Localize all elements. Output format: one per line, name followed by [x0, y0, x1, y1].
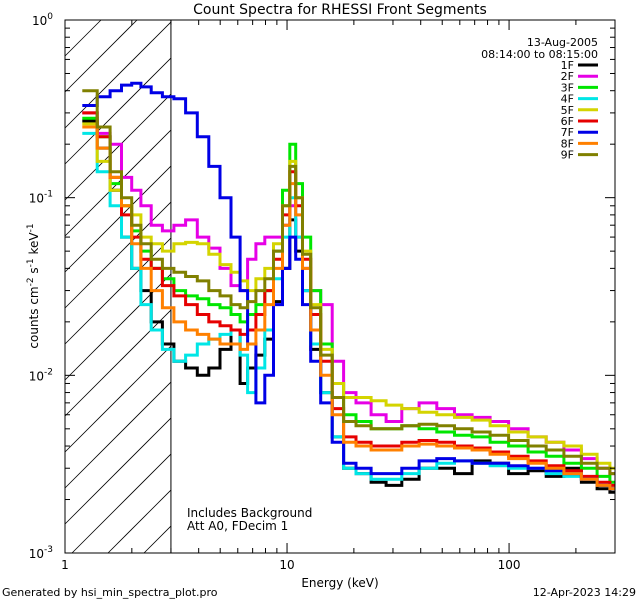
background-hatch-region	[64, 19, 172, 554]
y-tick-label--1: 10-1	[29, 190, 53, 206]
chart-title: Count Spectra for RHESSI Front Segments	[193, 2, 487, 18]
hatch-line-2	[64, 19, 138, 93]
hatch-line-13	[64, 381, 172, 489]
legend-label-6F: 6F	[561, 115, 574, 128]
hatch-line-11	[64, 309, 172, 417]
y-tick-label--2: 10-2	[29, 367, 53, 383]
footer-generated-by: Generated by hsi_min_spectra_plot.pro	[2, 586, 218, 599]
hatch-line-7	[64, 165, 172, 273]
x-tick-label-100: 100	[498, 558, 521, 572]
series-9F-line	[82, 89, 615, 476]
series-4F-line	[82, 131, 615, 491]
x-tick-label-1: 1	[61, 558, 69, 572]
legend-label-7F: 7F	[561, 126, 574, 139]
hatch-line-17	[143, 525, 172, 554]
plot-frame	[64, 19, 616, 554]
hatch-line-1	[64, 19, 102, 57]
hatch-line-15	[71, 453, 172, 554]
hatch-line-5	[64, 93, 172, 201]
legend-label-5F: 5F	[561, 104, 574, 117]
hatch-line-4	[64, 57, 172, 165]
legend-label-2F: 2F	[561, 70, 574, 83]
hatch-line-16	[107, 489, 172, 554]
legend-label-8F: 8F	[561, 137, 574, 150]
series-7F-line	[82, 81, 615, 491]
legend-label-9F: 9F	[561, 149, 574, 162]
hatch-line-14	[64, 417, 172, 525]
legend-label-1F: 1F	[561, 59, 574, 72]
y-axis-label: counts cm-2 s-1 keV-1	[26, 223, 41, 348]
hatch-line-3	[64, 21, 172, 129]
annotation-background: Includes Background	[187, 506, 312, 520]
footer-timestamp: 12-Apr-2023 14:29	[533, 586, 636, 599]
y-tick-label--3: 10-3	[29, 545, 53, 561]
hatch-line-12	[64, 345, 172, 453]
y-tick-label-0: 100	[32, 12, 53, 28]
hatch-line-9	[64, 237, 172, 345]
legend-label-3F: 3F	[561, 81, 574, 94]
x-axis-label: Energy (keV)	[301, 576, 378, 590]
time-range-label: 08:14:00 to 08:15:00	[481, 48, 598, 61]
x-tick-label-10: 10	[279, 558, 294, 572]
legend-label-4F: 4F	[561, 93, 574, 106]
hatch-line-8	[64, 201, 172, 309]
annotation-attenuator: Att A0, FDecim 1	[187, 519, 288, 533]
date-label: 13-Aug-2005	[527, 36, 598, 49]
series-8F-line	[82, 125, 615, 491]
